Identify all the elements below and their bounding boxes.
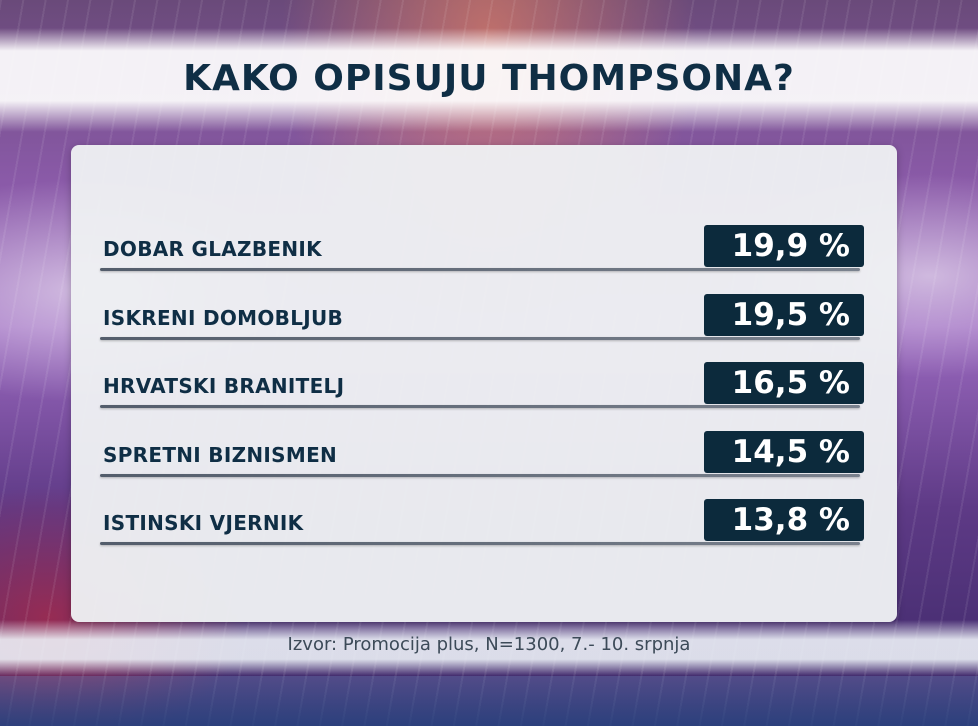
row-divider (100, 268, 860, 271)
row-divider (100, 542, 860, 545)
row-label: SPRETNI BIZNISMEN (103, 443, 338, 467)
row-value: 19,5 % (704, 294, 864, 336)
row-divider (100, 405, 860, 408)
row-value: 14,5 % (704, 431, 864, 473)
result-row: HRVATSKI BRANITELJ 16,5 % (71, 358, 897, 414)
source-note: Izvor: Promocija plus, N=1300, 7.- 10. s… (287, 634, 691, 655)
result-row: DOBAR GLAZBENIK 19,9 % (71, 221, 897, 277)
row-label: DOBAR GLAZBENIK (103, 237, 322, 261)
results-panel: DOBAR GLAZBENIK 19,9 % ISKRENI DOMOBLJUB… (71, 145, 897, 622)
result-row: ISKRENI DOMOBLJUB 19,5 % (71, 290, 897, 346)
row-value: 13,8 % (704, 499, 864, 541)
row-label: HRVATSKI BRANITELJ (103, 374, 345, 398)
result-row: SPRETNI BIZNISMEN 14,5 % (71, 427, 897, 483)
result-row: ISTINSKI VJERNIK 13,8 % (71, 495, 897, 551)
bottom-glow (0, 676, 978, 726)
title-band (0, 28, 978, 132)
row-divider (100, 337, 860, 340)
row-label: ISTINSKI VJERNIK (103, 511, 304, 535)
row-divider (100, 474, 860, 477)
row-value: 16,5 % (704, 362, 864, 404)
row-value: 19,9 % (704, 225, 864, 267)
row-label: ISKRENI DOMOBLJUB (103, 306, 344, 330)
chart-title: KAKO OPISUJU THOMPSONA? (183, 58, 795, 99)
source-band (0, 620, 978, 676)
